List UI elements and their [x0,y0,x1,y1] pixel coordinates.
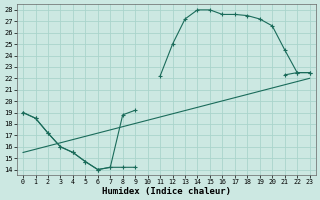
X-axis label: Humidex (Indice chaleur): Humidex (Indice chaleur) [102,187,231,196]
